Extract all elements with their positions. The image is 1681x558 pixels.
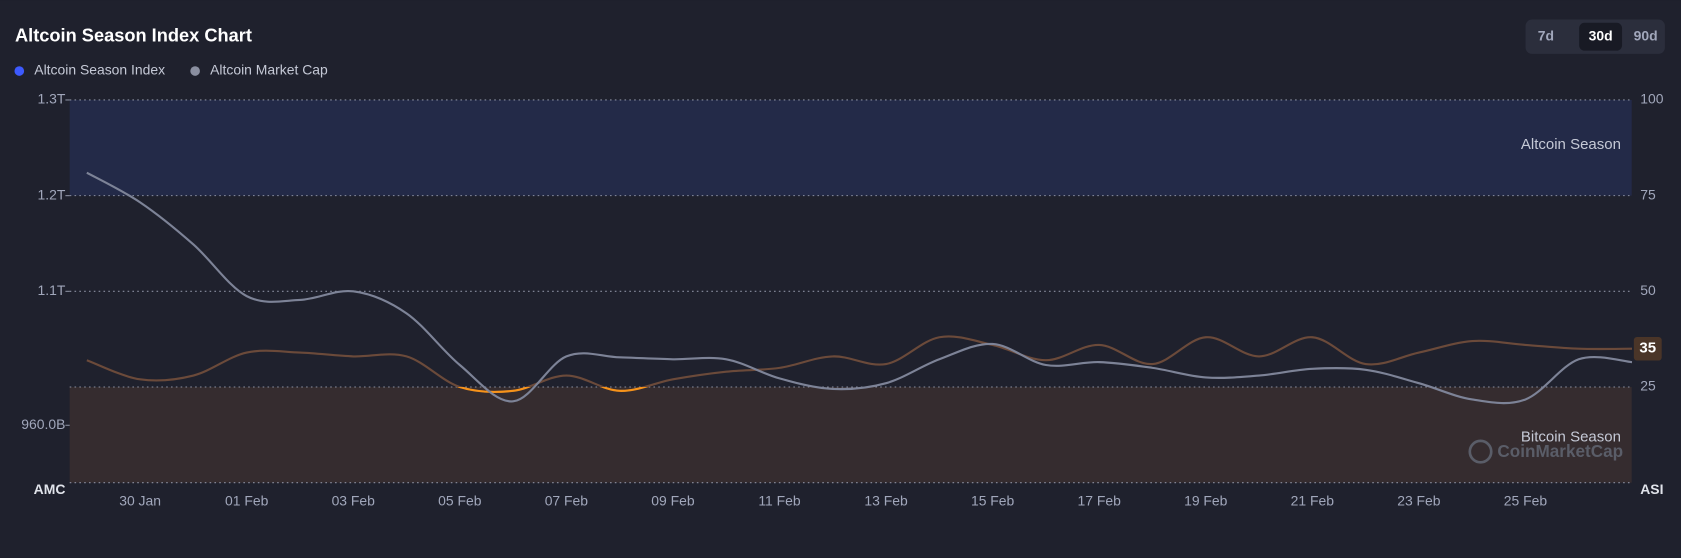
range-button-bg — [1579, 22, 1623, 51]
watermark: CoinMarketCap — [1497, 441, 1623, 461]
x-tick-label: 11 Feb — [758, 493, 801, 509]
x-tick-label: 01 Feb — [225, 493, 269, 509]
range-button[interactable]: 7d — [1538, 27, 1554, 43]
watermark-logo — [1468, 439, 1493, 464]
x-tick-label: 17 Feb — [1078, 493, 1122, 509]
legend-marker — [190, 66, 200, 76]
x-tick-label: 07 Feb — [545, 493, 589, 509]
range-button-label[interactable]: 90d — [1634, 27, 1658, 43]
range-button-label[interactable]: 30d — [1589, 27, 1613, 43]
y-tick-label: 1.3T — [38, 91, 66, 107]
band-label: Bitcoin Season — [1521, 429, 1621, 446]
current-value-label: 35 — [1639, 340, 1656, 357]
chart-title: Altcoin Season Index Chart — [15, 26, 252, 46]
range-button-label[interactable]: 7d — [1538, 27, 1554, 43]
y2-tick-label: 75 — [1640, 186, 1656, 202]
x-tick-label: 15 Feb — [971, 493, 1015, 509]
series-line — [86, 335, 1633, 394]
band-label: Altcoin Season — [1521, 136, 1621, 153]
y2-tick-label: 50 — [1640, 282, 1656, 298]
y-tick-label: 1.1T — [38, 282, 66, 298]
y2-tick-label: 25 — [1640, 378, 1656, 394]
y-axis-label: AMC — [34, 481, 66, 497]
x-tick-label: 23 Feb — [1397, 493, 1441, 509]
y-tick-label: 1.2T — [38, 186, 66, 202]
y-tick-label: 960.0B — [21, 416, 65, 432]
range-button[interactable]: 30d — [1579, 22, 1623, 51]
x-tick-label: 21 Feb — [1291, 493, 1335, 509]
legend-marker — [14, 66, 25, 76]
x-tick-label: 30 Jan — [119, 493, 161, 509]
x-tick-label: 05 Feb — [438, 493, 482, 509]
x-tick-label: 09 Feb — [651, 493, 695, 509]
legend-label: Altcoin Market Cap — [210, 62, 328, 78]
x-tick-label: 13 Feb — [864, 493, 908, 509]
y2-axis-label: ASI — [1640, 481, 1663, 497]
x-tick-label: 19 Feb — [1184, 493, 1228, 509]
y2-tick-label: 100 — [1640, 91, 1663, 107]
legend-label: Altcoin Season Index — [34, 62, 165, 78]
range-button[interactable]: 90d — [1634, 27, 1658, 43]
x-tick-label: 25 Feb — [1504, 493, 1548, 509]
series-line — [86, 171, 1633, 405]
current-value-badge — [1633, 336, 1662, 361]
x-tick-label: 03 Feb — [332, 493, 376, 509]
season-band — [69, 387, 1632, 483]
season-band — [69, 99, 1632, 196]
